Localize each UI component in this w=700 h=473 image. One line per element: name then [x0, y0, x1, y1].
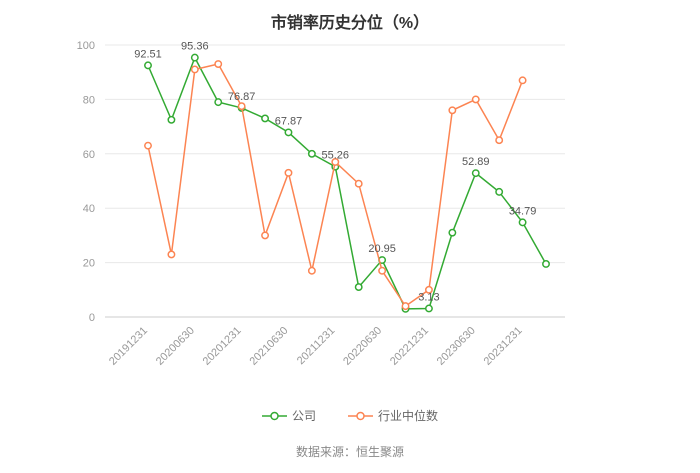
point-value-label: 52.89	[462, 156, 490, 168]
y-tick-label: 80	[83, 94, 95, 106]
line-series-icon	[348, 411, 373, 420]
point-value-label: 95.36	[181, 41, 209, 53]
data-point-industry-median	[307, 266, 316, 275]
x-tick-label: 20221231	[388, 325, 431, 368]
chart-title: 市销率历史分位（%）	[270, 15, 430, 32]
data-source: 数据来源：恒生聚源	[295, 445, 404, 459]
series-line-industry-median	[147, 63, 524, 308]
line-series-icon	[261, 411, 287, 420]
data-point-industry-median	[144, 141, 152, 150]
y-tick-label: 0	[89, 312, 95, 324]
data-point-industry-median	[401, 302, 410, 311]
legend-item-company[interactable]: 公司	[261, 407, 316, 424]
x-tick-label: 20230630	[435, 325, 478, 368]
x-tick-label: 20210630	[247, 325, 290, 368]
x-tick-label: 20220630	[341, 325, 384, 368]
x-tick-label: 20201231	[201, 325, 244, 368]
point-value-label: 20.95	[368, 243, 396, 255]
data-point-industry-median	[167, 250, 176, 259]
data-point-industry-median	[495, 136, 504, 145]
data-point-industry-median	[214, 60, 223, 68]
data-point-company	[190, 53, 199, 62]
data-point-industry-median	[378, 266, 387, 275]
data-point-company	[167, 115, 176, 124]
data-point-industry-median	[284, 168, 293, 177]
data-point-industry-median	[424, 285, 433, 294]
x-tick-label: 20231231	[482, 325, 525, 368]
point-value-label: 67.87	[275, 115, 303, 127]
point-value-label: 76.87	[228, 91, 256, 103]
legend: 公司 行业中位数	[0, 407, 700, 424]
series-line-company	[147, 55, 547, 310]
data-point-industry-median	[448, 106, 457, 115]
data-point-industry-median	[261, 231, 270, 240]
data-point-company	[214, 98, 223, 107]
data-point-industry-median	[471, 95, 480, 104]
x-tick-label: 20200630	[154, 325, 197, 368]
data-point-company	[448, 228, 457, 237]
data-point-company	[542, 260, 550, 268]
legend-item-industry-median[interactable]: 行业中位数	[348, 407, 438, 424]
legend-label-company: 公司	[291, 409, 316, 423]
y-tick-label: 40	[83, 203, 95, 215]
data-point-company	[284, 128, 293, 137]
data-point-company	[471, 169, 480, 178]
point-value-label: 55.26	[322, 150, 350, 162]
legend-label-industry-median: 行业中位数	[378, 409, 439, 423]
data-point-industry-median	[354, 179, 363, 188]
data-point-industry-median	[518, 76, 527, 85]
data-point-industry-median	[331, 158, 340, 166]
y-tick-label: 60	[83, 149, 95, 161]
x-tick-label: 20191231	[107, 325, 150, 368]
data-point-company	[424, 304, 433, 313]
y-tick-label: 100	[77, 40, 95, 52]
data-point-industry-median	[237, 102, 246, 111]
point-value-label: 34.79	[509, 205, 537, 217]
point-value-label: 3.13	[418, 291, 439, 303]
data-point-company	[354, 283, 363, 292]
data-point-industry-median	[190, 65, 199, 74]
data-point-company	[261, 114, 270, 123]
y-tick-label: 20	[83, 258, 95, 270]
point-value-label: 92.51	[134, 48, 162, 60]
data-point-company	[495, 187, 504, 196]
data-point-company	[144, 61, 152, 70]
x-tick-label: 20211231	[295, 325, 338, 368]
data-point-company	[307, 149, 316, 158]
data-point-company	[518, 218, 527, 227]
